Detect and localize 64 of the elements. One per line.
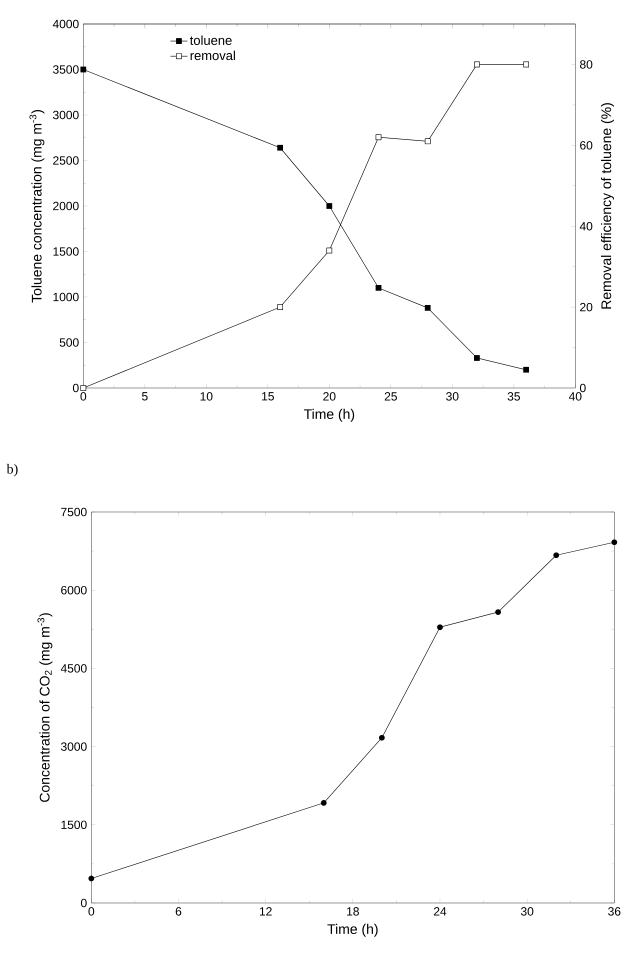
point bbox=[424, 305, 430, 311]
y-tick-label: 4000 bbox=[52, 20, 79, 28]
point bbox=[436, 624, 443, 630]
x-tick-label: 36 bbox=[608, 907, 620, 916]
y-tick-label: 3000 bbox=[60, 742, 87, 751]
point bbox=[375, 134, 382, 140]
y2-tick-label: 60 bbox=[580, 141, 592, 150]
point bbox=[553, 552, 559, 558]
x-tick-label: 5 bbox=[142, 392, 148, 401]
legend-label: toluene bbox=[190, 35, 232, 45]
x-tick-label: 18 bbox=[346, 907, 359, 916]
y2-axis-title: Removal efficiency of toluene (%) bbox=[600, 103, 614, 309]
point bbox=[326, 203, 332, 209]
x-tick-label: 20 bbox=[323, 392, 336, 401]
x-tick-label: 15 bbox=[262, 392, 274, 401]
y-tick-label: 7500 bbox=[60, 508, 87, 516]
y-tick-label: 500 bbox=[60, 338, 79, 347]
point bbox=[611, 539, 618, 546]
y-axis-title: Concentration of CO$_{2}$ (mg m$^{-3}$) bbox=[37, 613, 52, 802]
y-tick-label: 3000 bbox=[52, 110, 79, 120]
x-tick-label: 10 bbox=[200, 392, 212, 401]
point bbox=[88, 876, 94, 882]
point bbox=[474, 355, 480, 361]
y-tick-label: 3500 bbox=[52, 65, 79, 74]
y-tick-label: 6000 bbox=[60, 586, 87, 594]
x-tick-label: 40 bbox=[568, 392, 582, 401]
y-tick-label: 1000 bbox=[53, 292, 79, 302]
y-tick-label: 0 bbox=[80, 898, 87, 908]
x-tick-label: 30 bbox=[520, 907, 534, 916]
x-tick-label: 12 bbox=[260, 907, 272, 916]
x-tick-label: 0 bbox=[88, 907, 94, 916]
point bbox=[326, 248, 332, 254]
y-tick-label: 1500 bbox=[61, 820, 87, 830]
x-axis-title: Time (h) bbox=[304, 408, 354, 422]
y-tick-label: 4500 bbox=[60, 664, 87, 673]
y2-tick-label: 40 bbox=[580, 222, 592, 230]
text: b) bbox=[6, 464, 18, 476]
point bbox=[424, 138, 430, 144]
point bbox=[277, 304, 283, 310]
point bbox=[474, 62, 480, 68]
point bbox=[80, 385, 86, 391]
legend-label: removal bbox=[190, 50, 235, 60]
point bbox=[277, 144, 283, 151]
point bbox=[523, 366, 529, 373]
x-tick-label: 6 bbox=[176, 907, 182, 916]
point bbox=[523, 62, 529, 68]
x-tick-label: 24 bbox=[434, 907, 446, 916]
point bbox=[320, 800, 326, 806]
y-tick-label: 2000 bbox=[52, 202, 79, 210]
y-tick-label: 0 bbox=[72, 384, 79, 392]
y2-tick-label: 20 bbox=[580, 302, 592, 312]
point bbox=[80, 66, 86, 72]
y-tick-label: 2500 bbox=[52, 156, 79, 165]
y2-tick-label: 80 bbox=[580, 60, 592, 69]
y-axis-title: Toluene concentration (mg m$^{-3}$) bbox=[29, 110, 44, 303]
y-tick-label: 1500 bbox=[53, 247, 79, 256]
x-tick-label: 30 bbox=[446, 392, 458, 401]
point bbox=[378, 734, 385, 741]
x-tick-label: 25 bbox=[384, 392, 397, 401]
y2-tick-label: 0 bbox=[580, 384, 586, 392]
x-tick-label: 35 bbox=[507, 392, 520, 401]
point bbox=[495, 609, 501, 615]
x-axis-title: Time (h) bbox=[327, 924, 378, 937]
point bbox=[375, 285, 382, 291]
